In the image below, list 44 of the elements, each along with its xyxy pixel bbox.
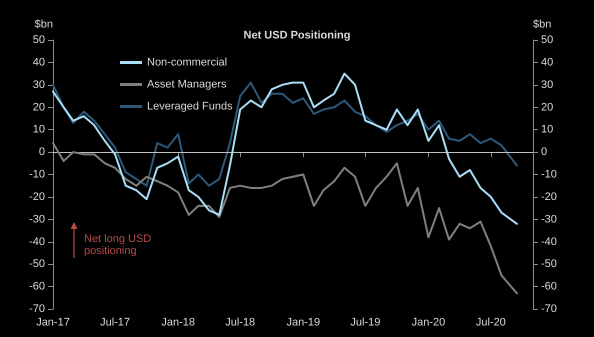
y-tick-label: -60 — [29, 280, 45, 293]
y-tick-label: 10 — [32, 124, 45, 136]
chart-title: Net USD Positioning — [244, 30, 350, 42]
y-tick-label: -30 — [29, 213, 45, 226]
y2-tick-label: -60 — [541, 280, 557, 293]
y2-tick-label: 10 — [541, 124, 554, 136]
y2-tick-label: -20 — [541, 190, 557, 203]
annotation: Net long USD positioning — [84, 233, 152, 257]
y-tick-label: 30 — [32, 78, 45, 91]
x-tick-label: Jan-20 — [412, 316, 446, 328]
y2-tick-label: 40 — [541, 56, 554, 68]
x-tick-label: Jul-18 — [225, 316, 256, 328]
y-tick-label: -10 — [29, 168, 45, 180]
y-tick-label: -70 — [29, 303, 45, 315]
legend-label: Leveraged Funds — [147, 100, 234, 112]
y2-tick-label: 0 — [541, 146, 548, 158]
y2-tick-label: 20 — [541, 101, 554, 114]
y2-tick-label: 50 — [541, 34, 554, 46]
x-tick-label: Jan-17 — [36, 316, 70, 328]
y2-tick-label: -10 — [541, 168, 557, 180]
y2-axis-title: $bn — [533, 18, 552, 30]
y-tick-label: 0 — [38, 146, 45, 158]
legend-label: Asset Managers — [147, 78, 227, 90]
x-tick-label: Jul-20 — [476, 316, 506, 328]
y-tick-label: -40 — [29, 236, 45, 248]
line-series — [52, 142, 518, 294]
x-tick-label: Jul-19 — [350, 316, 380, 328]
line-series — [52, 72, 518, 225]
y2-tick-label: -30 — [541, 213, 557, 226]
y-tick-label: 40 — [32, 56, 45, 68]
legend-label: Non-commercial — [147, 56, 228, 68]
y-tick-label: 20 — [32, 101, 45, 114]
y-tick-label: 50 — [32, 34, 45, 46]
x-tick-label: Jan-18 — [161, 316, 195, 328]
y-tick-label: -50 — [29, 258, 45, 270]
y-tick-label: -20 — [29, 190, 45, 203]
x-tick-label: Jul-17 — [100, 316, 130, 328]
x-tick-label: Jan-19 — [286, 316, 320, 328]
y-axis-title: $bn — [34, 18, 53, 30]
y2-tick-label: -70 — [541, 303, 557, 315]
y2-tick-label: 30 — [541, 78, 554, 91]
line-series — [52, 82, 518, 187]
y2-tick-label: -40 — [541, 236, 557, 248]
y2-tick-label: -50 — [541, 258, 557, 270]
